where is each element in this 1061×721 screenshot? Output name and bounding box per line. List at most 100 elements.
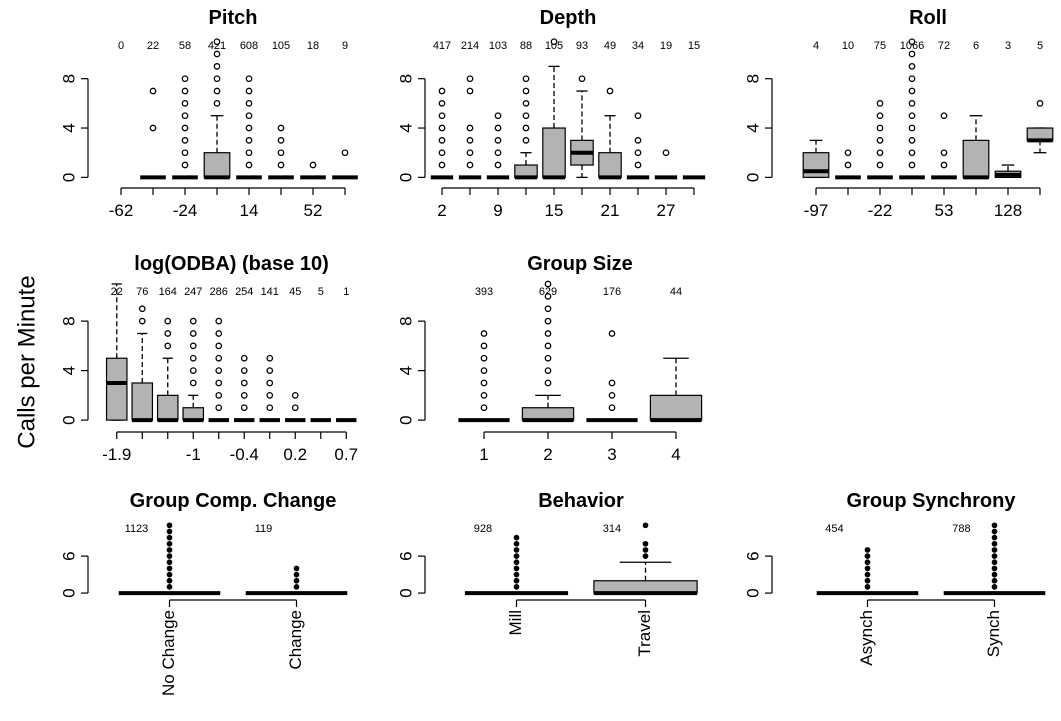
outlier [215,404,223,412]
count-label: 119 [255,523,273,535]
panel-title: Behavior [538,490,624,512]
outlier [844,149,852,157]
outlier [277,149,285,157]
outlier [876,161,884,169]
outlier [864,559,871,566]
outlier [181,149,189,157]
outlier [149,124,157,132]
outlier [908,112,916,120]
outlier [544,280,552,288]
count-label: 629 [539,286,557,298]
outlier [291,404,299,412]
outlier [991,577,998,584]
outlier [181,87,189,95]
outlier [522,112,530,120]
outlier [513,571,520,578]
y-tick-label: 8 [59,74,78,83]
box [649,394,703,421]
outlier [341,149,349,157]
x-tick-label: Asynch [857,610,876,666]
outlier [245,161,253,169]
outlier [277,161,285,169]
count-label: 286 [210,286,228,298]
outlier [189,330,197,337]
panel: Group Synchrony 0 6 Asynch Synch 454 788 [743,490,1046,666]
count-label: 788 [952,523,970,535]
outlier [215,367,223,374]
count-label: 393 [475,286,493,298]
outlier [245,137,253,144]
outlier [991,571,998,578]
outlier [991,565,998,572]
x-tick-label: 14 [240,201,259,220]
outlier [494,149,502,157]
outlier [513,559,520,566]
outlier [240,392,248,399]
outlier [466,137,474,144]
count-label: 141 [261,286,279,298]
outlier [213,50,221,58]
outlier [876,100,884,107]
outlier [544,342,552,350]
count-label: 454 [825,523,843,535]
count-label: 1066 [900,40,924,52]
outlier [876,112,884,120]
count-label: 5 [1037,40,1043,52]
outlier [245,124,253,132]
y-tick-label: 0 [59,173,78,182]
x-tick-label: -0.4 [230,445,259,464]
outlier [215,317,223,325]
panel-title: log(ODBA) (base 10) [134,253,328,275]
count-label: 76 [136,286,148,298]
outlier [876,137,884,144]
outlier [166,553,173,559]
count-label: 19 [660,40,672,52]
x-tick-label: No Change [159,610,178,696]
count-label: 44 [670,286,682,298]
outlier [215,379,223,387]
count-label: 22 [147,40,159,52]
outlier [466,149,474,157]
outlier [138,305,146,313]
x-tick-label: 2 [437,201,446,220]
outlier [513,553,520,559]
outlier [864,584,871,590]
outlier [578,75,586,83]
y-tick-label: 6 [396,551,415,560]
outlier [513,547,520,553]
outlier [266,367,274,374]
outlier [908,87,916,95]
panel-title: Depth [540,7,597,29]
y-tick-label: 4 [396,123,415,132]
x-tick-label: 1 [479,445,488,464]
outlier [991,540,998,547]
outlier [166,547,173,553]
count-label: 9 [342,40,348,52]
outlier [466,161,474,169]
outlier [908,63,916,70]
outlier [266,392,274,399]
outlier [466,75,474,83]
count-label: 75 [874,40,886,52]
count-label: 10 [842,40,854,52]
outlier [438,137,446,144]
outlier [876,149,884,157]
outlier [844,161,852,169]
outlier [240,354,248,362]
outlier [544,379,552,387]
count-label: 928 [474,523,492,535]
y-tick-label: 8 [396,74,415,83]
count-label: 1 [343,286,349,298]
outlier [1036,100,1044,107]
box [802,152,830,178]
outlier [245,75,253,83]
count-label: 93 [576,40,588,52]
count-label: 4 [813,40,819,52]
count-label: 72 [938,40,950,52]
count-label: 105 [545,40,563,52]
x-tick-label: 0.7 [334,445,358,464]
outlier [908,149,916,157]
y-axis-label: Calls per Minute [13,275,40,448]
